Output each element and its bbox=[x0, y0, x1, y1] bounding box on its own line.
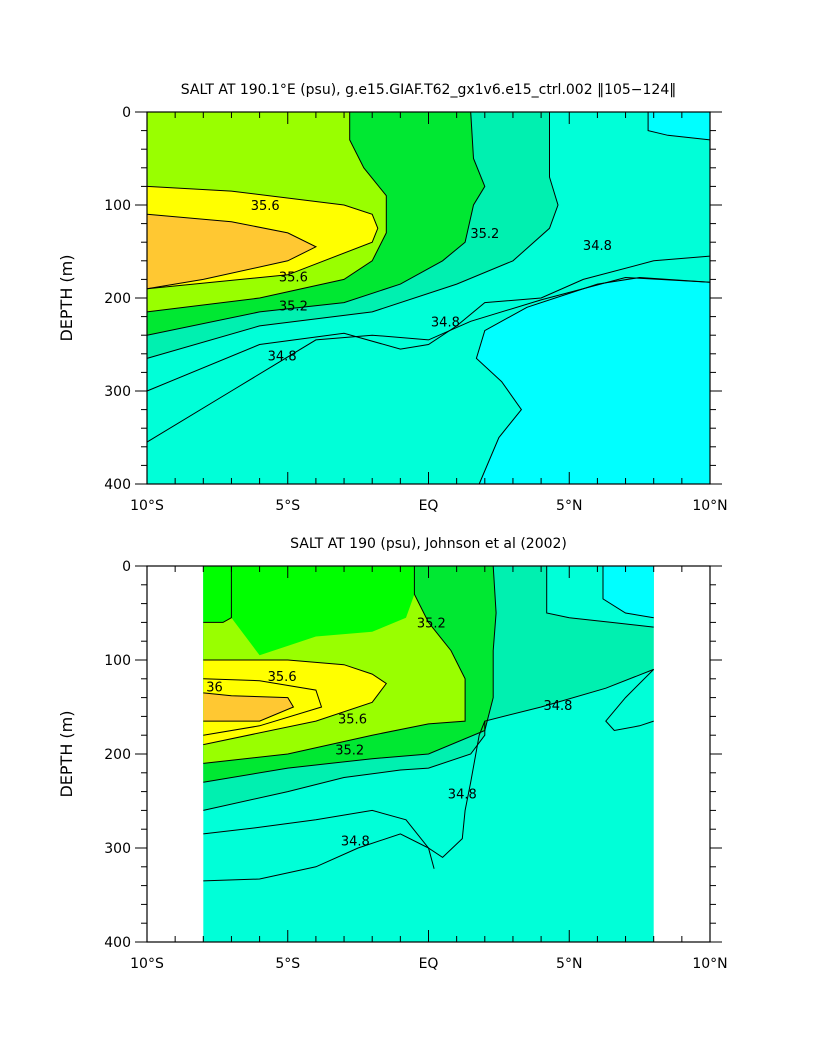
contour-label: 35.6 bbox=[338, 712, 367, 727]
axis-tick-labels: 10°S 5°S EQ 5°N 10°N 0 100 200 300 400 bbox=[104, 559, 727, 972]
axis-tick-labels: 10°S 5°S EQ 5°N 10°N 0 100 200 300 400 bbox=[104, 105, 727, 514]
contour-line bbox=[203, 659, 388, 746]
contour-line bbox=[203, 566, 232, 623]
contour-label: 34.8 bbox=[431, 315, 460, 330]
y-tick-label: 100 bbox=[104, 198, 131, 214]
salinity-region bbox=[147, 214, 316, 289]
axis-ticks bbox=[135, 111, 722, 485]
contour-label: 34.8 bbox=[341, 834, 370, 849]
x-tick-label: 5°S bbox=[275, 498, 300, 514]
contour-line bbox=[546, 566, 654, 628]
y-tick-label: 0 bbox=[122, 105, 131, 121]
contour-line bbox=[203, 692, 295, 722]
contour-label: 36 bbox=[206, 680, 223, 695]
y-tick-label: 100 bbox=[104, 653, 131, 669]
contour-line bbox=[146, 276, 711, 443]
salinity-fill-layer bbox=[147, 112, 710, 484]
salinity-region bbox=[203, 692, 294, 722]
x-tick-label: 10°S bbox=[130, 956, 164, 972]
contour-line bbox=[602, 566, 654, 619]
y-axis-label: DEPTH (m) bbox=[57, 254, 76, 341]
panel-observed-salinity: 35.2 35.6 36 34.8 35.6 35.2 34.8 34.8 10°S 5°S EQ… bbox=[57, 536, 728, 972]
contour-lines bbox=[203, 565, 655, 882]
contour-line bbox=[203, 720, 486, 859]
contour-label: 35.2 bbox=[470, 227, 499, 242]
contour-label: 34.8 bbox=[448, 787, 477, 802]
contour-label: 34.8 bbox=[268, 350, 297, 365]
x-tick-label: 10°N bbox=[692, 956, 727, 972]
salinity-region bbox=[605, 669, 654, 731]
x-tick-label: 5°S bbox=[275, 956, 300, 972]
contour-label: 35.6 bbox=[268, 670, 297, 685]
contour-line bbox=[203, 566, 466, 764]
y-tick-label: 300 bbox=[104, 841, 131, 857]
salinity-region bbox=[603, 566, 654, 618]
x-tick-label: 5°N bbox=[556, 498, 582, 514]
y-tick-label: 400 bbox=[104, 935, 131, 951]
salinity-region bbox=[476, 277, 710, 484]
x-tick-label: EQ bbox=[419, 498, 439, 514]
x-tick-label: 5°N bbox=[556, 956, 582, 972]
y-tick-label: 300 bbox=[104, 384, 131, 400]
contour-label: 35.6 bbox=[251, 199, 280, 214]
salinity-fill-layer bbox=[203, 566, 654, 942]
contour-label: 34.8 bbox=[544, 699, 573, 714]
y-axis-label: DEPTH (m) bbox=[57, 710, 76, 797]
axis-ticks bbox=[135, 565, 722, 943]
contour-label: 35.2 bbox=[335, 743, 364, 758]
contour-lines bbox=[146, 111, 711, 485]
y-tick-label: 200 bbox=[104, 747, 131, 763]
y-tick-label: 400 bbox=[104, 477, 131, 493]
contour-line bbox=[146, 255, 711, 392]
salinity-region bbox=[231, 566, 415, 656]
contour-line bbox=[146, 185, 379, 290]
x-tick-label: EQ bbox=[419, 956, 439, 972]
contour-line bbox=[146, 112, 387, 313]
contour-line bbox=[605, 669, 655, 732]
x-tick-label: 10°S bbox=[130, 498, 164, 514]
contour-label: 35.2 bbox=[417, 616, 446, 631]
contour-line bbox=[203, 833, 435, 882]
y-tick-label: 0 bbox=[122, 559, 131, 575]
contour-line bbox=[647, 112, 711, 141]
salinity-region bbox=[203, 660, 387, 745]
x-tick-label: 10°N bbox=[692, 498, 727, 514]
panel-model-salinity: 35.6 35.2 34.8 35.6 35.2 34.8 34.8 10°S 5°S EQ 5°… bbox=[57, 82, 728, 514]
contour-line bbox=[146, 112, 559, 359]
contour-label: 35.6 bbox=[279, 271, 308, 286]
contour-label: 34.8 bbox=[583, 239, 612, 254]
chart-title: SALT AT 190 (psu), Johnson et al (2002) bbox=[290, 536, 567, 552]
salinity-region bbox=[648, 112, 710, 140]
contour-line bbox=[475, 276, 711, 485]
chart-title: SALT AT 190.1°E (psu), g.e15.GIAF.T62_gx… bbox=[181, 82, 677, 98]
contour-labels: 35.2 35.6 36 34.8 35.6 35.2 34.8 34.8 bbox=[206, 616, 572, 849]
y-tick-label: 200 bbox=[104, 291, 131, 307]
contour-line bbox=[146, 111, 486, 336]
contour-line bbox=[203, 668, 654, 811]
contour-labels: 35.6 35.2 34.8 35.6 35.2 34.8 34.8 bbox=[251, 199, 612, 365]
contour-label: 35.2 bbox=[279, 299, 308, 314]
contour-line bbox=[203, 678, 323, 736]
contour-line bbox=[146, 213, 318, 290]
